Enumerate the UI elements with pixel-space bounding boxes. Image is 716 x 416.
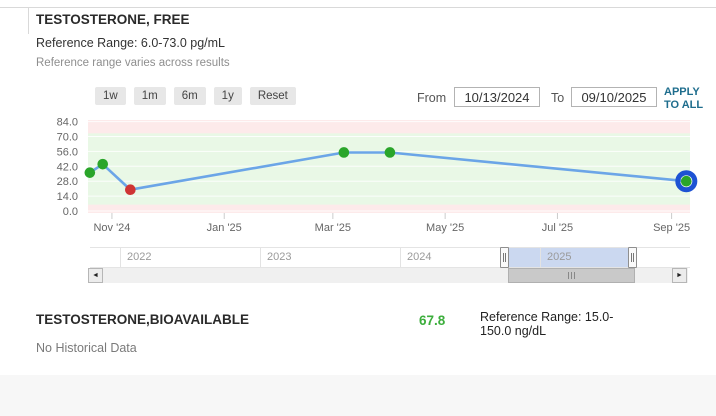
navigator-year-label: 2024 xyxy=(407,251,432,263)
x-axis-tick-label: Nov '24 xyxy=(93,222,130,234)
to-label: To xyxy=(551,91,565,105)
y-axis-tick-label: 70.0 xyxy=(57,132,78,144)
handle-grip-icon xyxy=(503,253,506,262)
y-axis-tick-label: 42.0 xyxy=(57,161,78,173)
data-point[interactable] xyxy=(84,167,96,178)
scroll-right-arrow-icon[interactable]: ► xyxy=(672,268,687,283)
navigator-selected-range[interactable] xyxy=(505,248,637,267)
x-axis-tick-label: Jul '25 xyxy=(542,222,573,234)
scroll-left-arrow-icon[interactable]: ◄ xyxy=(88,268,103,283)
from-date-input[interactable] xyxy=(454,87,540,107)
panel-left-border xyxy=(28,7,29,34)
timeline-navigator[interactable]: 2022 2023 2024 2025 xyxy=(90,247,690,268)
thumb-grip-icon xyxy=(568,272,569,279)
no-historical-data-text: No Historical Data xyxy=(36,341,137,355)
reference-range-note: Reference range varies across results xyxy=(36,57,230,69)
scrollbar-thumb[interactable] xyxy=(508,268,635,283)
handle-grip-icon xyxy=(631,253,634,262)
thumb-grip-icon xyxy=(574,272,575,279)
data-point[interactable] xyxy=(97,158,109,170)
year-separator xyxy=(540,248,541,267)
bioavailable-result-value: 67.8 xyxy=(419,313,446,328)
to-date-input[interactable] xyxy=(571,87,657,107)
reference-range-text: Reference Range: 6.0-73.0 pg/mL xyxy=(36,36,226,50)
panel-top-border xyxy=(0,7,716,8)
range-button-1w[interactable]: 1w xyxy=(95,87,126,105)
data-point[interactable] xyxy=(384,147,396,158)
section-title-testosterone-free: TESTOSTERONE, FREE xyxy=(36,12,190,27)
apply-to-all-link[interactable]: APPLY TO ALL xyxy=(664,86,704,111)
y-axis-tick-label: 56.0 xyxy=(57,146,78,158)
year-separator xyxy=(120,248,121,267)
y-axis-tick-label: 84.0 xyxy=(57,117,78,129)
range-button-6m[interactable]: 6m xyxy=(173,87,206,105)
bioavailable-reference-range: Reference Range: 15.0-150.0 ng/dL xyxy=(480,310,614,338)
navigator-right-handle-icon[interactable] xyxy=(628,247,637,268)
navigator-scrollbar[interactable]: ◄ ► xyxy=(88,268,688,283)
from-label: From xyxy=(417,91,447,105)
year-separator xyxy=(400,248,401,267)
navigator-year-label: 2025 xyxy=(547,251,572,263)
section-title-testosterone-bioavailable: TESTOSTERONE,BIOAVAILABLE xyxy=(36,312,250,327)
x-axis-tick-label: May '25 xyxy=(426,222,464,234)
y-axis-tick-label: 28.0 xyxy=(57,176,78,188)
navigator-left-handle-icon[interactable] xyxy=(500,247,509,268)
range-button-1y[interactable]: 1y xyxy=(213,87,242,105)
x-axis-tick-label: Mar '25 xyxy=(315,222,351,234)
thumb-grip-icon xyxy=(571,272,572,279)
x-axis-tick-label: Sep '25 xyxy=(653,222,690,234)
trend-chart[interactable]: 0.0 14.0 28.0 42.0 56.0 70.0 84.0 Nov '24 Jan '2… xyxy=(0,112,716,247)
x-axis-tick-label: Jan '25 xyxy=(207,222,242,234)
selected-point-ring xyxy=(675,170,698,193)
year-separator xyxy=(260,248,261,267)
footer-band xyxy=(0,375,716,416)
in-range-band xyxy=(88,133,690,205)
y-axis-tick-label: 0.0 xyxy=(63,206,78,218)
navigator-year-label: 2022 xyxy=(127,251,152,263)
range-button-1m[interactable]: 1m xyxy=(133,87,166,105)
range-button-reset[interactable]: Reset xyxy=(249,87,296,105)
navigator-year-label: 2023 xyxy=(267,251,292,263)
chart-range-buttons: 1w 1m 6m 1y Reset xyxy=(95,87,296,105)
data-point-selected[interactable] xyxy=(681,175,692,187)
data-point[interactable] xyxy=(125,184,136,196)
y-axis-tick-label: 14.0 xyxy=(57,191,78,203)
data-point[interactable] xyxy=(338,147,350,158)
